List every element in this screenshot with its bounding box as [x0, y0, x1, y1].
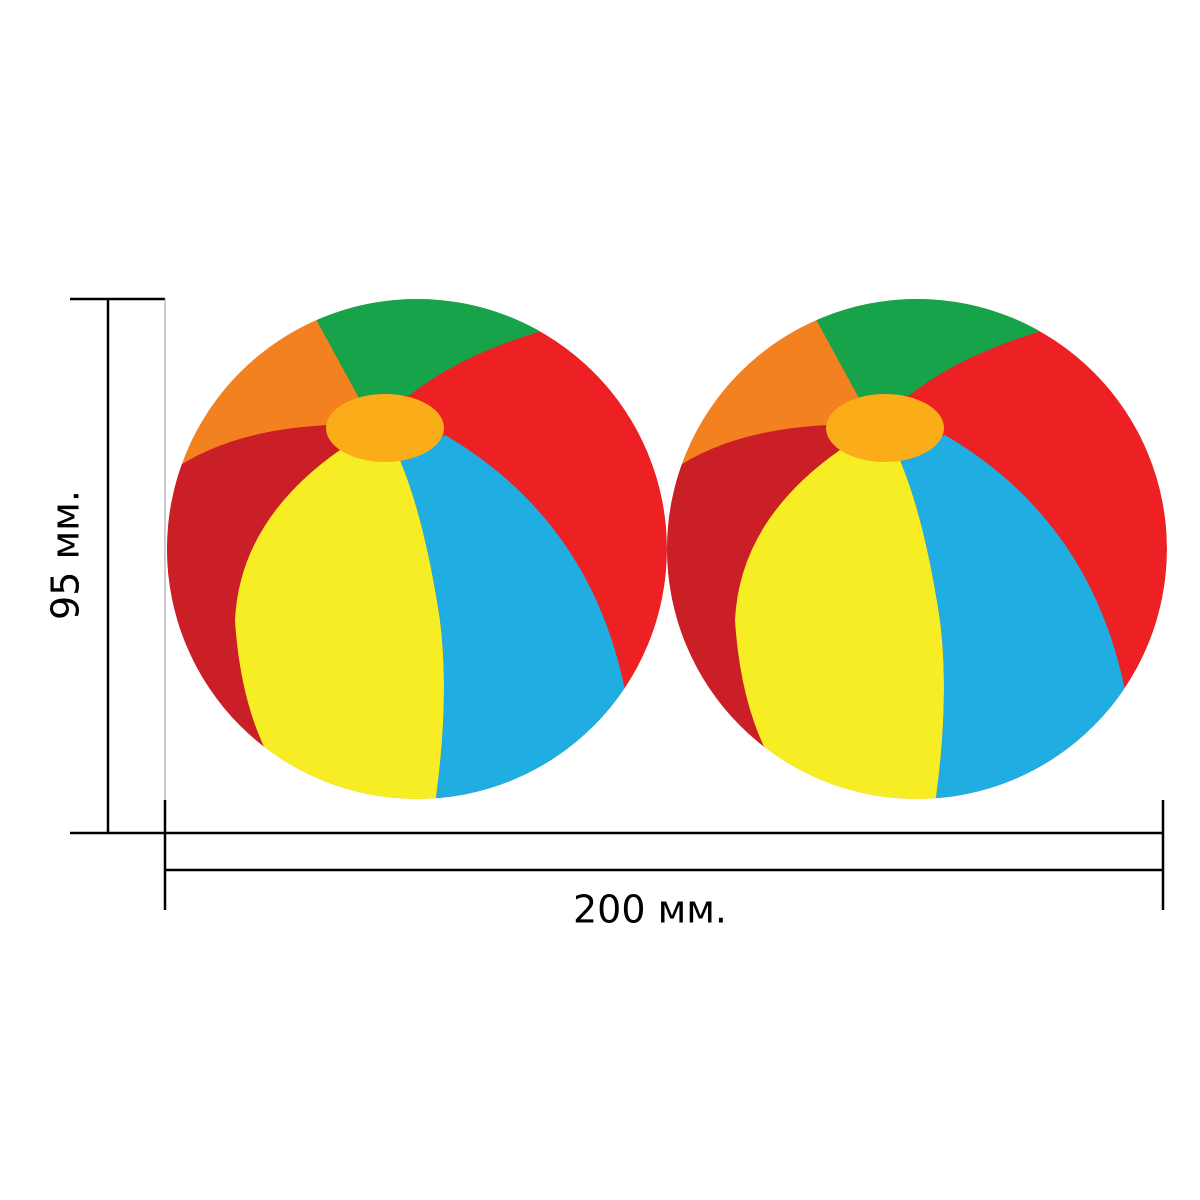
width-dimension: 200 мм. — [163, 800, 1165, 932]
height-label: 95 мм. — [44, 490, 88, 620]
beach-ball — [660, 290, 1180, 805]
height-dimension: 95 мм. — [44, 297, 166, 835]
beach-ball — [160, 290, 680, 805]
width-label: 200 мм. — [573, 888, 727, 932]
